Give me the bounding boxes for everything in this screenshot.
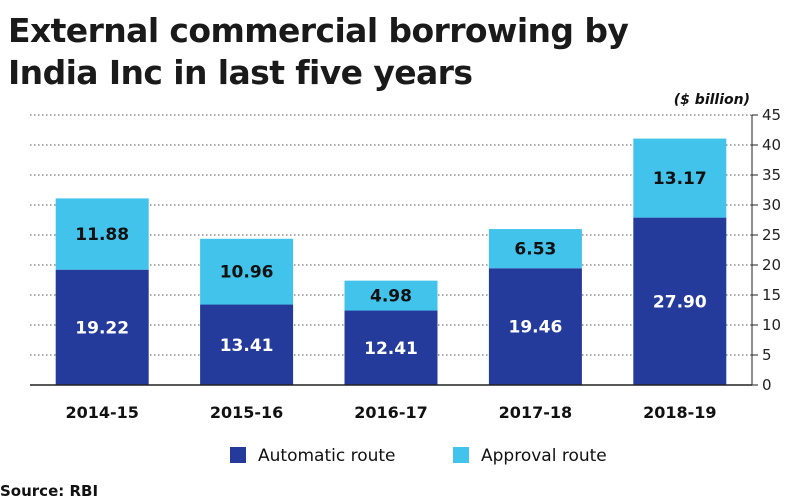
y-tick-label: 30	[762, 196, 781, 214]
legend-label: Approval route	[481, 446, 607, 466]
x-category-label: 2014-15	[65, 403, 138, 422]
bar-value-label: 13.41	[220, 336, 274, 356]
bar-segment-automatic	[344, 310, 438, 385]
x-category-label: 2017-18	[499, 403, 572, 422]
y-tick-label: 10	[762, 316, 781, 334]
legend-swatch	[453, 447, 469, 463]
bar-segment-automatic	[55, 269, 149, 385]
bar-value-label: 4.98	[370, 287, 412, 307]
bar-segment-approval	[344, 280, 438, 311]
x-category-label: 2018-19	[643, 403, 716, 422]
bar-labels: 19.22 11.88 13.41 10.96 12.41 4.98 19.46 6.53 27…	[75, 169, 707, 359]
legend-label: Automatic route	[258, 446, 396, 466]
bar-value-label: 27.90	[653, 292, 707, 312]
bar-segment-approval	[200, 238, 294, 305]
bar-value-label: 13.17	[653, 169, 707, 189]
bars	[55, 138, 727, 385]
bar-value-label: 19.22	[75, 318, 129, 338]
x-axis-categories: 2014-15 2015-16 2016-17 2017-18 2018-19	[65, 403, 716, 422]
bar-segment-approval	[55, 198, 149, 270]
legend-swatch	[230, 447, 246, 463]
bar-value-label: 10.96	[220, 263, 274, 283]
bar-segment-automatic	[200, 304, 294, 385]
bar-value-label: 19.46	[509, 318, 563, 338]
y-tick-label: 35	[762, 166, 781, 184]
source-note: Source: RBI	[0, 482, 99, 500]
bar-value-label: 6.53	[514, 240, 556, 260]
bar-segment-automatic	[633, 217, 727, 385]
chart-title: External commercial borrowing by India I…	[8, 11, 629, 92]
y-tick-label: 45	[762, 106, 781, 124]
unit-label: ($ billion)	[674, 92, 750, 108]
legend: Automatic route Approval route	[230, 446, 607, 466]
y-tick-label: 5	[762, 346, 772, 364]
bar-value-label: 12.41	[364, 339, 418, 359]
x-category-label: 2015-16	[210, 403, 283, 422]
y-tick-label: 0	[762, 376, 772, 394]
y-tick-label: 15	[762, 286, 781, 304]
bar-segment-automatic	[488, 268, 582, 385]
bar-segment-approval	[633, 138, 727, 218]
y-axis: 0 5 10 15 20 25 30 35 40 45	[30, 106, 781, 394]
y-tick-label: 20	[762, 256, 781, 274]
y-tick-label: 40	[762, 136, 781, 154]
bar-segment-approval	[488, 229, 582, 269]
y-tick-label: 25	[762, 226, 781, 244]
x-category-label: 2016-17	[354, 403, 427, 422]
bar-value-label: 11.88	[75, 225, 129, 245]
